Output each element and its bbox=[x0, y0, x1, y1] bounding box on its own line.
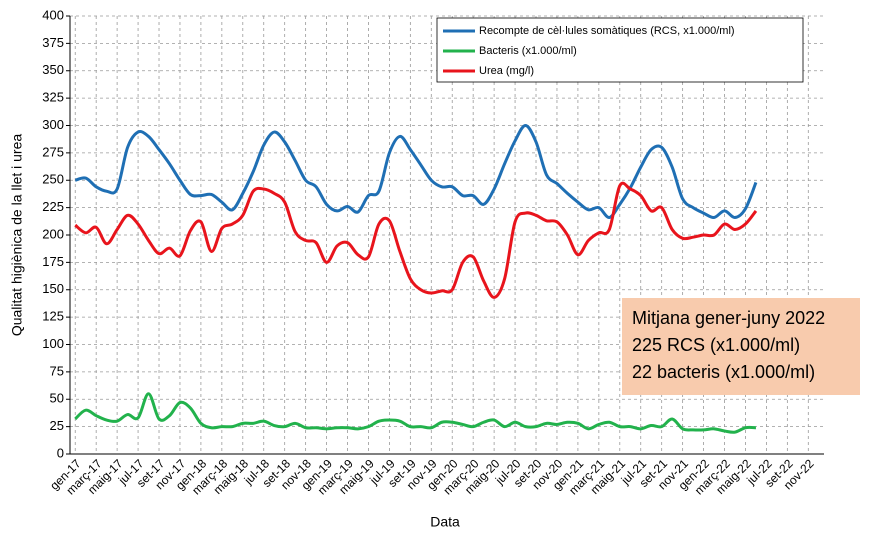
x-axis-label: Data bbox=[430, 514, 460, 530]
series-line bbox=[74, 124, 758, 219]
y-tick-label: 325 bbox=[42, 90, 64, 105]
y-tick-label: 0 bbox=[57, 445, 64, 460]
y-tick-label: 50 bbox=[50, 391, 64, 406]
y-tick-label: 225 bbox=[42, 199, 64, 214]
y-tick-label: 100 bbox=[42, 336, 64, 351]
y-tick-label: 375 bbox=[42, 35, 64, 50]
y-tick-label: 150 bbox=[42, 281, 64, 296]
legend-label: Recompte de cèl·lules somàtiques (RCS, x… bbox=[479, 25, 735, 37]
y-tick-label: 200 bbox=[42, 226, 64, 241]
y-tick-label: 250 bbox=[42, 172, 64, 187]
y-tick-label: 75 bbox=[50, 363, 64, 378]
y-tick-label: 175 bbox=[42, 254, 64, 269]
y-tick-label: 25 bbox=[50, 418, 64, 433]
y-axis-label: Qualitat higiènica de la llet i urea bbox=[9, 134, 25, 337]
annotation-text: Mitjana gener-juny 2022 bbox=[632, 308, 825, 328]
legend-label: Urea (mg/l) bbox=[479, 65, 534, 77]
y-tick-label: 300 bbox=[42, 117, 64, 132]
series-line bbox=[74, 181, 758, 299]
legend-label: Bacteris (x1.000/ml) bbox=[479, 45, 577, 57]
series-line bbox=[74, 392, 756, 434]
y-tick-label: 350 bbox=[42, 62, 64, 77]
y-tick-label: 125 bbox=[42, 309, 64, 324]
annotation-text: 22 bacteris (x1.000/ml) bbox=[632, 362, 815, 382]
annotation-box bbox=[622, 298, 860, 395]
legend-box bbox=[436, 17, 804, 83]
annotation-text: 225 RCS (x1.000/ml) bbox=[632, 335, 800, 355]
y-tick-label: 400 bbox=[42, 7, 64, 22]
y-tick-label: 275 bbox=[42, 144, 64, 159]
